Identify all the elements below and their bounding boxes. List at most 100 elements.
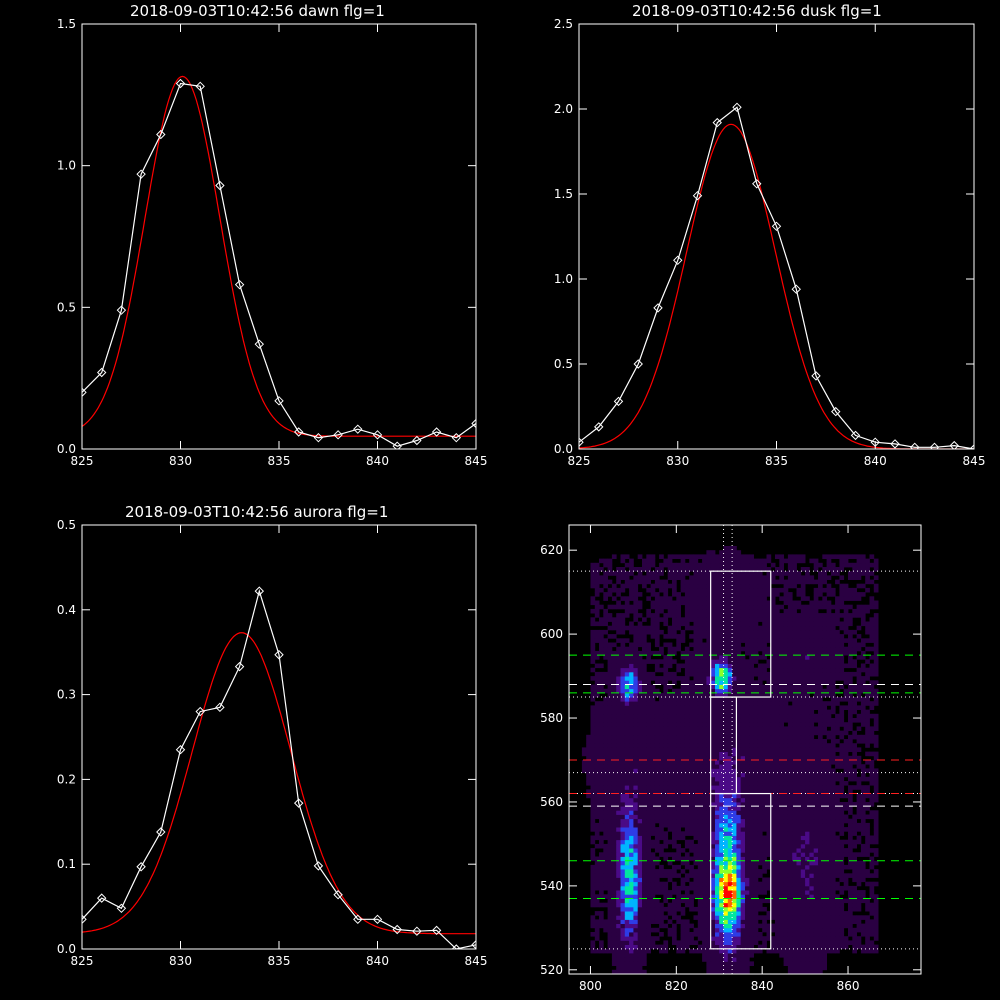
spectrogram-cell <box>689 932 694 937</box>
spectrogram-cell <box>637 810 643 815</box>
spectrogram-cell <box>869 932 875 937</box>
spectrogram-cell <box>848 663 853 669</box>
spectrogram-cell <box>637 948 643 954</box>
spectrogram-cell <box>860 873 866 878</box>
spectrogram-cell <box>689 671 694 677</box>
spectrogram-cell <box>603 722 608 727</box>
spectrogram-cell <box>723 957 729 962</box>
spectrogram-cell <box>736 797 742 803</box>
spectrogram-cell <box>835 730 840 736</box>
spectrogram-cell <box>800 663 806 669</box>
spectrogram-cell <box>719 797 724 803</box>
spectrogram-cell <box>830 793 836 799</box>
spectrogram-cell <box>646 902 651 908</box>
spectrogram-cell <box>603 642 608 648</box>
spectrogram-cell <box>869 927 875 933</box>
spectrogram-cell <box>856 680 862 685</box>
spectrogram-cell <box>672 743 677 748</box>
spectrogram-cell <box>856 634 862 639</box>
spectrogram-cell <box>779 877 784 883</box>
spectrogram-cell <box>818 743 823 748</box>
spectrogram-cell <box>753 772 759 778</box>
spectrogram-cell <box>766 650 772 656</box>
spectrogram-cell <box>745 722 750 727</box>
spectrogram-cell <box>800 839 806 845</box>
spectrogram-cell <box>818 692 823 698</box>
spectrogram-cell <box>869 793 875 799</box>
spectrogram-cell <box>835 915 840 920</box>
spectrogram-cell <box>710 860 716 866</box>
spectrogram-cell <box>805 747 810 752</box>
spectrogram-cell <box>843 802 849 807</box>
spectrogram-cell <box>757 818 763 824</box>
spectrogram-cell <box>818 789 823 794</box>
spectrogram-cell <box>873 680 879 685</box>
spectrogram-cell <box>818 688 823 694</box>
spectrogram-cell <box>770 890 776 895</box>
spectrogram-cell <box>620 701 626 706</box>
spectrogram-cell <box>680 936 686 941</box>
spectrogram-cell <box>642 915 647 920</box>
spectrogram-cell <box>616 923 621 929</box>
spectrogram-cell <box>800 932 806 937</box>
spectrogram-cell <box>732 797 737 803</box>
spectrogram-cell <box>650 852 656 857</box>
spectrogram-cell <box>830 688 836 694</box>
spectrogram-cell <box>642 818 647 824</box>
spectrogram-cell <box>642 650 647 656</box>
spectrogram-cell <box>835 667 840 673</box>
spectrogram-cell <box>740 953 746 958</box>
spectrogram-cell <box>732 781 737 786</box>
spectrogram-cell <box>607 915 613 920</box>
spectrogram-cell <box>646 919 651 924</box>
spectrogram-cell <box>684 688 690 694</box>
spectrogram-cell <box>779 835 784 841</box>
spectrogram-cell <box>826 839 832 845</box>
spectrogram-cell <box>629 906 634 912</box>
spectrogram-cell <box>642 885 647 891</box>
spectrogram-cell <box>839 781 845 786</box>
spectrogram-cell <box>796 885 802 891</box>
spectrogram-cell <box>770 923 776 929</box>
spectrogram-cell <box>865 768 870 773</box>
spectrogram-cell <box>684 852 690 857</box>
spectrogram-cell <box>787 864 793 870</box>
spectrogram-cell <box>852 776 857 782</box>
spectrogram-cell <box>607 839 613 845</box>
spectrogram-cell <box>624 852 630 857</box>
spectrogram-cell <box>839 638 845 643</box>
spectrogram-cell <box>830 944 836 950</box>
spectrogram-cell <box>646 890 651 895</box>
spectrogram-cell <box>860 684 866 690</box>
spectrogram-cell <box>667 697 673 702</box>
spectrogram-cell <box>706 692 712 698</box>
spectrogram-cell <box>693 843 699 849</box>
spectrogram-cell <box>684 667 690 673</box>
spectrogram-cell <box>693 642 699 648</box>
spectrogram-cell <box>796 709 802 715</box>
spectrogram-cell <box>697 755 703 761</box>
spectrogram-cell <box>753 785 759 790</box>
spectrogram-cell <box>650 650 656 656</box>
spectrogram-cell <box>586 751 591 757</box>
aurora-data-point <box>175 745 186 755</box>
spectrogram-cell <box>818 718 823 723</box>
spectrogram-cell <box>852 940 857 945</box>
spectrogram-cell <box>603 730 608 736</box>
spectrogram-cell <box>616 864 621 870</box>
spectrogram-cell <box>650 919 656 924</box>
spectrogram-cell <box>740 718 746 723</box>
spectrogram-cell <box>693 684 699 690</box>
spectrogram-cell <box>667 713 673 719</box>
spectrogram-cell <box>749 877 754 883</box>
spectrogram-cell <box>860 814 866 820</box>
spectrogram-cell <box>766 923 772 929</box>
spectrogram-cell <box>732 659 737 664</box>
spectrogram-cell <box>633 743 639 748</box>
spectrogram-cell <box>792 709 797 715</box>
spectrogram-cell <box>603 697 608 702</box>
spectrogram-cell <box>830 848 836 853</box>
spectrogram-cell <box>753 827 759 832</box>
spectrogram-cell <box>757 747 763 752</box>
spectrogram-cell <box>869 713 875 719</box>
